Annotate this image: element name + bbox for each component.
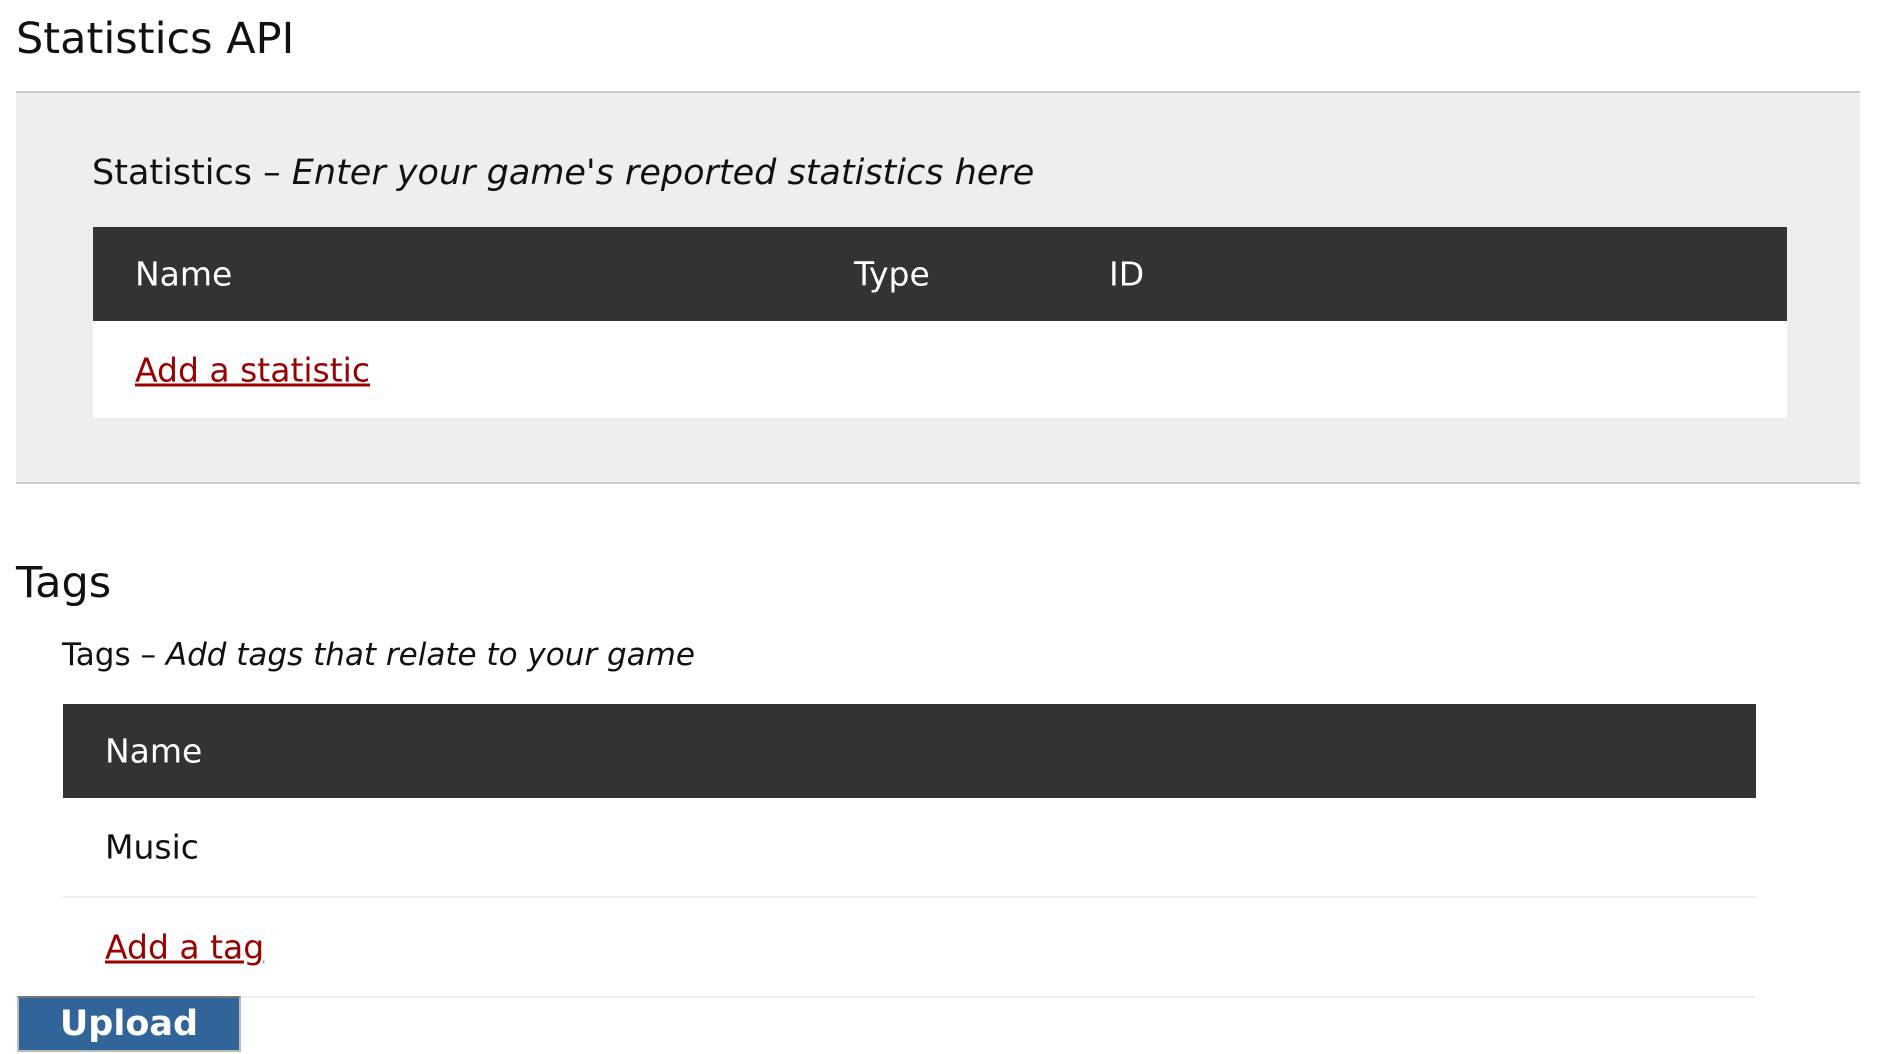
tags-subtitle: Tags – Add tags that relate to your game <box>62 637 695 673</box>
tags-table: Name Music Add a tag <box>63 704 1756 998</box>
statistics-subtitle-hint: Enter your game's reported statistics he… <box>291 153 1035 193</box>
table-row: Add a tag <box>63 898 1756 998</box>
column-header-id: ID <box>1109 254 1145 294</box>
tags-subtitle-label: Tags <box>62 637 131 673</box>
table-header: Name Type ID <box>93 227 1787 321</box>
subtitle-separator: – <box>252 153 292 193</box>
column-header-name: Name <box>105 731 203 771</box>
upload-button[interactable]: Upload <box>17 996 241 1052</box>
statistics-subtitle-label: Statistics <box>92 153 252 193</box>
table-row: Music <box>63 798 1756 898</box>
tag-name: Music <box>105 827 199 867</box>
table-row: Add a statistic <box>93 321 1787 418</box>
table-header: Name <box>63 704 1756 798</box>
column-header-type: Type <box>854 254 930 294</box>
statistics-panel: Statistics – Enter your game's reported … <box>16 91 1860 484</box>
statistics-subtitle: Statistics – Enter your game's reported … <box>92 153 1034 193</box>
tags-heading: Tags <box>16 558 112 608</box>
tags-subtitle-hint: Add tags that relate to your game <box>165 637 695 673</box>
add-statistic-link[interactable]: Add a statistic <box>135 350 370 389</box>
add-tag-link[interactable]: Add a tag <box>105 927 265 967</box>
page-title: Statistics API <box>16 14 295 64</box>
subtitle-separator: – <box>130 637 166 673</box>
column-header-name: Name <box>135 254 233 294</box>
statistics-table: Name Type ID Add a statistic <box>93 227 1787 418</box>
